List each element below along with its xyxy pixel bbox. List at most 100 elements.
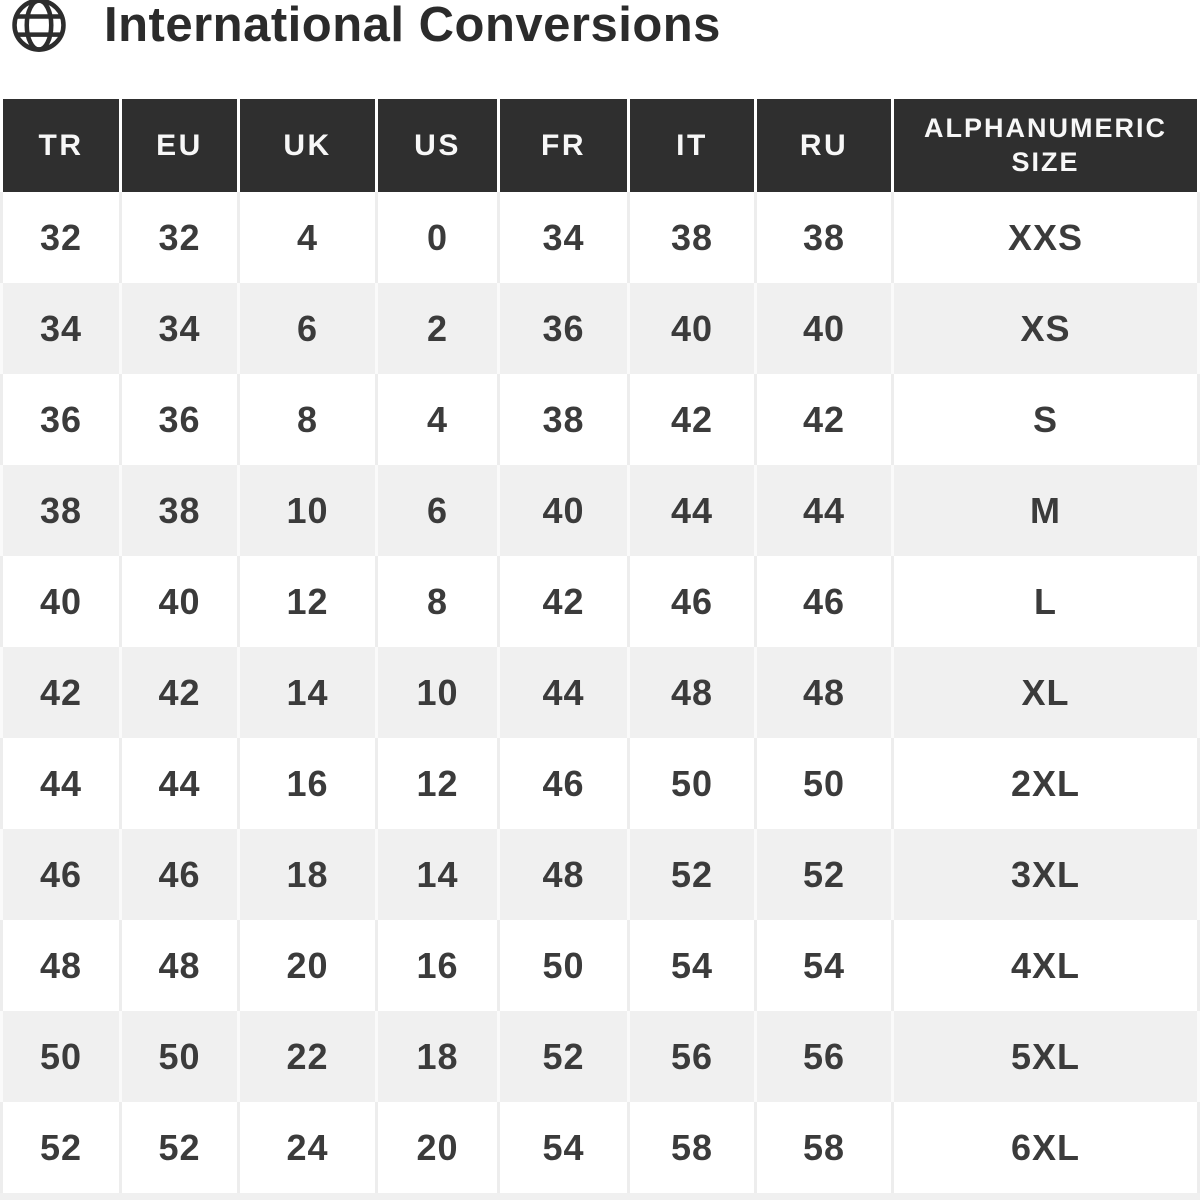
cell-us: 6 — [375, 465, 497, 556]
cell-us: 4 — [375, 374, 497, 465]
cell-uk: 8 — [237, 374, 375, 465]
cell-tr: 32 — [0, 192, 119, 283]
cell-uk: 20 — [237, 920, 375, 1011]
cell-ru: 58 — [754, 1102, 891, 1193]
table-row: 46 46 18 14 48 52 52 3XL — [0, 829, 1200, 920]
cell-ru: 48 — [754, 647, 891, 738]
cell-alphanumeric-size: 4XL — [891, 920, 1200, 1011]
cell-fr: 42 — [497, 556, 627, 647]
header-row: TR EU UK US FR IT RU ALPHANUMERIC SIZE — [0, 99, 1200, 192]
cell-uk: 4 — [237, 192, 375, 283]
size-conversion-table: TR EU UK US FR IT RU ALPHANUMERIC SIZE 3… — [0, 99, 1200, 1193]
cell-fr: 46 — [497, 738, 627, 829]
cell-fr: 48 — [497, 829, 627, 920]
cell-eu: 32 — [119, 192, 237, 283]
cell-fr: 38 — [497, 374, 627, 465]
cell-us: 20 — [375, 1102, 497, 1193]
table-row: 48 48 20 16 50 54 54 4XL — [0, 920, 1200, 1011]
cell-alphanumeric-size: XL — [891, 647, 1200, 738]
cell-eu: 34 — [119, 283, 237, 374]
cell-tr: 38 — [0, 465, 119, 556]
cell-tr: 46 — [0, 829, 119, 920]
cell-it: 56 — [627, 1011, 754, 1102]
globe-icon — [12, 0, 66, 52]
title-bar: International Conversions — [0, 0, 1200, 99]
cell-eu: 50 — [119, 1011, 237, 1102]
cell-alphanumeric-size: XXS — [891, 192, 1200, 283]
cell-fr: 52 — [497, 1011, 627, 1102]
cell-uk: 18 — [237, 829, 375, 920]
cell-eu: 46 — [119, 829, 237, 920]
cell-uk: 6 — [237, 283, 375, 374]
cell-tr: 34 — [0, 283, 119, 374]
cell-fr: 50 — [497, 920, 627, 1011]
cell-alphanumeric-size: 5XL — [891, 1011, 1200, 1102]
table-row: 34 34 6 2 36 40 40 XS — [0, 283, 1200, 374]
cell-it: 54 — [627, 920, 754, 1011]
cell-tr: 50 — [0, 1011, 119, 1102]
cell-alphanumeric-size: 3XL — [891, 829, 1200, 920]
cell-ru: 40 — [754, 283, 891, 374]
table-row: 50 50 22 18 52 56 56 5XL — [0, 1011, 1200, 1102]
next-row-sliver — [0, 1193, 1200, 1200]
cell-fr: 34 — [497, 192, 627, 283]
cell-alphanumeric-size: 2XL — [891, 738, 1200, 829]
cell-eu: 36 — [119, 374, 237, 465]
cell-eu: 42 — [119, 647, 237, 738]
cell-it: 40 — [627, 283, 754, 374]
cell-it: 58 — [627, 1102, 754, 1193]
cell-eu: 38 — [119, 465, 237, 556]
cell-us: 16 — [375, 920, 497, 1011]
cell-us: 14 — [375, 829, 497, 920]
page-title: International Conversions — [104, 0, 721, 52]
table-row: 42 42 14 10 44 48 48 XL — [0, 647, 1200, 738]
cell-alphanumeric-size: S — [891, 374, 1200, 465]
cell-eu: 52 — [119, 1102, 237, 1193]
cell-it: 48 — [627, 647, 754, 738]
table-row: 40 40 12 8 42 46 46 L — [0, 556, 1200, 647]
table-row: 44 44 16 12 46 50 50 2XL — [0, 738, 1200, 829]
column-header-it: IT — [627, 99, 754, 192]
column-header-us: US — [375, 99, 497, 192]
table-body: 32 32 4 0 34 38 38 XXS 34 34 6 2 36 40 4… — [0, 192, 1200, 1193]
cell-tr: 40 — [0, 556, 119, 647]
cell-uk: 12 — [237, 556, 375, 647]
cell-it: 38 — [627, 192, 754, 283]
cell-alphanumeric-size: XS — [891, 283, 1200, 374]
cell-tr: 36 — [0, 374, 119, 465]
cell-alphanumeric-size: M — [891, 465, 1200, 556]
cell-fr: 44 — [497, 647, 627, 738]
cell-eu: 44 — [119, 738, 237, 829]
cell-us: 2 — [375, 283, 497, 374]
cell-it: 46 — [627, 556, 754, 647]
table-row: 32 32 4 0 34 38 38 XXS — [0, 192, 1200, 283]
cell-tr: 52 — [0, 1102, 119, 1193]
cell-eu: 48 — [119, 920, 237, 1011]
cell-us: 10 — [375, 647, 497, 738]
cell-us: 18 — [375, 1011, 497, 1102]
cell-it: 42 — [627, 374, 754, 465]
cell-uk: 14 — [237, 647, 375, 738]
cell-eu: 40 — [119, 556, 237, 647]
cell-tr: 42 — [0, 647, 119, 738]
column-header-ru: RU — [754, 99, 891, 192]
cell-uk: 24 — [237, 1102, 375, 1193]
cell-ru: 52 — [754, 829, 891, 920]
cell-uk: 22 — [237, 1011, 375, 1102]
cell-it: 50 — [627, 738, 754, 829]
cell-it: 44 — [627, 465, 754, 556]
cell-us: 8 — [375, 556, 497, 647]
cell-ru: 42 — [754, 374, 891, 465]
cell-it: 52 — [627, 829, 754, 920]
cell-us: 0 — [375, 192, 497, 283]
cell-ru: 50 — [754, 738, 891, 829]
cell-tr: 44 — [0, 738, 119, 829]
column-header-alphanumeric-size: ALPHANUMERIC SIZE — [891, 99, 1200, 192]
cell-fr: 40 — [497, 465, 627, 556]
cell-ru: 46 — [754, 556, 891, 647]
cell-fr: 54 — [497, 1102, 627, 1193]
cell-alphanumeric-size: L — [891, 556, 1200, 647]
column-header-uk: UK — [237, 99, 375, 192]
cell-ru: 56 — [754, 1011, 891, 1102]
column-header-fr: FR — [497, 99, 627, 192]
